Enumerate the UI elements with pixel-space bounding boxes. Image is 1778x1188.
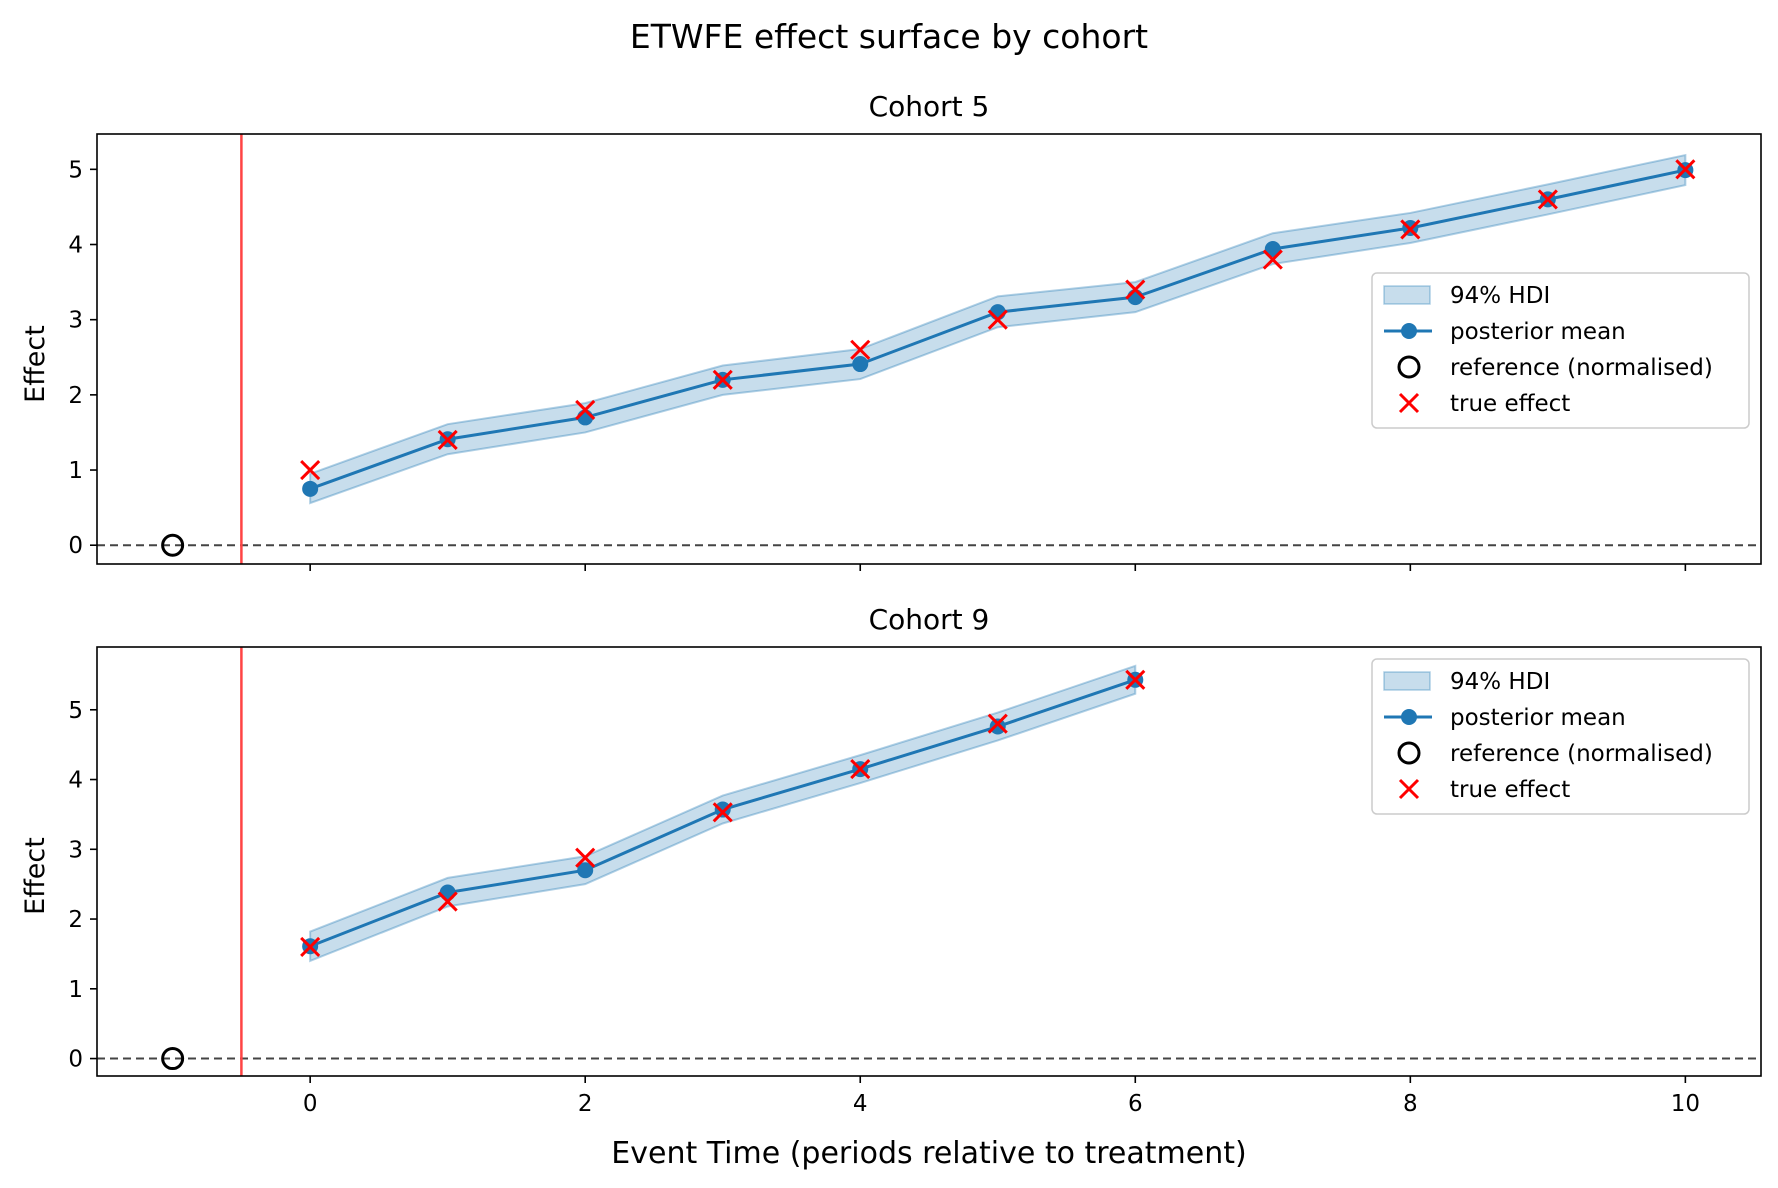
legend-label: reference (normalised) <box>1450 355 1713 381</box>
x-axis-label: Event Time (periods relative to treatmen… <box>611 1136 1246 1171</box>
legend-key-true-effect <box>1398 392 1420 414</box>
legend-key-reference <box>1397 741 1421 765</box>
posterior-mean-point <box>1264 241 1281 258</box>
legend-label: reference (normalised) <box>1450 741 1713 767</box>
posterior-mean-point <box>989 718 1006 735</box>
y-tick-label: 3 <box>68 308 83 334</box>
legend-label: posterior mean <box>1450 319 1626 345</box>
x-tick-label: 8 <box>1403 1091 1418 1117</box>
x-tick-label: 10 <box>1671 1091 1700 1117</box>
legend-key-point <box>1401 323 1417 339</box>
legend: 94% HDI posterior mean reference (normalis… <box>1371 658 1750 815</box>
y-tick-label: 0 <box>68 1047 83 1073</box>
true-effect-marker <box>1400 219 1421 240</box>
true-effect-marker <box>1675 159 1696 180</box>
panel-cohort-9: Cohort 9 Effect 0 1 2 3 4 5 0 2 4 6 8 10 94% HDI post… <box>20 603 1762 1117</box>
true-effect-marker <box>1125 279 1146 300</box>
true-effect-marker <box>300 936 321 958</box>
true-effect-marker <box>987 713 1008 734</box>
reference-point <box>161 533 185 557</box>
true-effect-marker <box>575 847 596 868</box>
reference-point <box>161 1047 185 1071</box>
legend-label: posterior mean <box>1450 705 1626 731</box>
legend-key-hdi <box>1383 671 1431 691</box>
legend-frame <box>1371 272 1750 429</box>
legend: 94% HDI posterior mean reference (normalis… <box>1371 272 1750 429</box>
x-tick-label: 6 <box>1128 1091 1143 1117</box>
true-effect-marker <box>1125 669 1146 690</box>
posterior-mean-point <box>852 356 869 373</box>
y-tick-label: 3 <box>68 837 83 863</box>
panel-cohort-5: Cohort 5 Effect 0 1 2 3 4 5 94% HDI posterior m… <box>20 90 1762 571</box>
posterior-mean-point <box>714 801 731 818</box>
true-effect-marker <box>850 339 871 360</box>
figure-title: ETWFE effect surface by cohort <box>630 17 1148 56</box>
legend-key-reference <box>1397 355 1421 379</box>
plot-area <box>97 134 1761 564</box>
true-effect-marker <box>712 369 733 390</box>
true-effect-marker <box>437 429 458 451</box>
y-tick-label: 0 <box>68 533 83 559</box>
true-effect-marker <box>300 459 321 481</box>
legend-label: 94% HDI <box>1450 283 1550 309</box>
posterior-mean-point <box>439 884 456 901</box>
axes-frame <box>96 646 1762 1077</box>
true-effect-marker <box>575 399 596 420</box>
x-tick-label: 2 <box>578 1091 593 1117</box>
y-tick-label: 2 <box>68 907 83 933</box>
legend-key-point <box>1401 709 1417 725</box>
axes-frame <box>96 133 1762 565</box>
posterior-mean-point <box>577 862 594 879</box>
y-tick-label: 2 <box>68 383 83 409</box>
posterior-mean-point <box>302 480 319 497</box>
legend-label: true effect <box>1450 391 1570 417</box>
true-effect-marker <box>1262 249 1283 270</box>
legend-label: 94% HDI <box>1450 669 1550 695</box>
y-tick-label: 1 <box>68 458 83 484</box>
panel-title: Cohort 9 <box>869 603 990 636</box>
hdi-band <box>309 153 1687 505</box>
y-tick-label: 5 <box>68 157 83 183</box>
y-axis-label: Effect <box>20 325 51 403</box>
y-tick-label: 4 <box>68 233 83 259</box>
y-tick-label: 1 <box>68 977 83 1003</box>
y-tick-label: 5 <box>68 698 83 724</box>
x-tick-label: 0 <box>303 1091 318 1117</box>
panel-title: Cohort 5 <box>869 90 990 123</box>
true-effect-marker <box>850 759 871 780</box>
plot-area <box>97 647 1761 1076</box>
true-effect-marker <box>437 891 458 912</box>
legend-frame <box>1371 658 1750 815</box>
y-tick-label: 4 <box>68 768 83 794</box>
x-tick-label: 4 <box>853 1091 868 1117</box>
legend-key-true-effect <box>1398 778 1420 800</box>
true-effect-marker <box>987 309 1008 330</box>
y-axis-label: Effect <box>20 837 51 915</box>
true-effect-marker <box>1537 189 1558 210</box>
legend-label: true effect <box>1450 777 1570 803</box>
legend-key-hdi <box>1383 285 1431 305</box>
true-effect-marker <box>712 802 733 823</box>
